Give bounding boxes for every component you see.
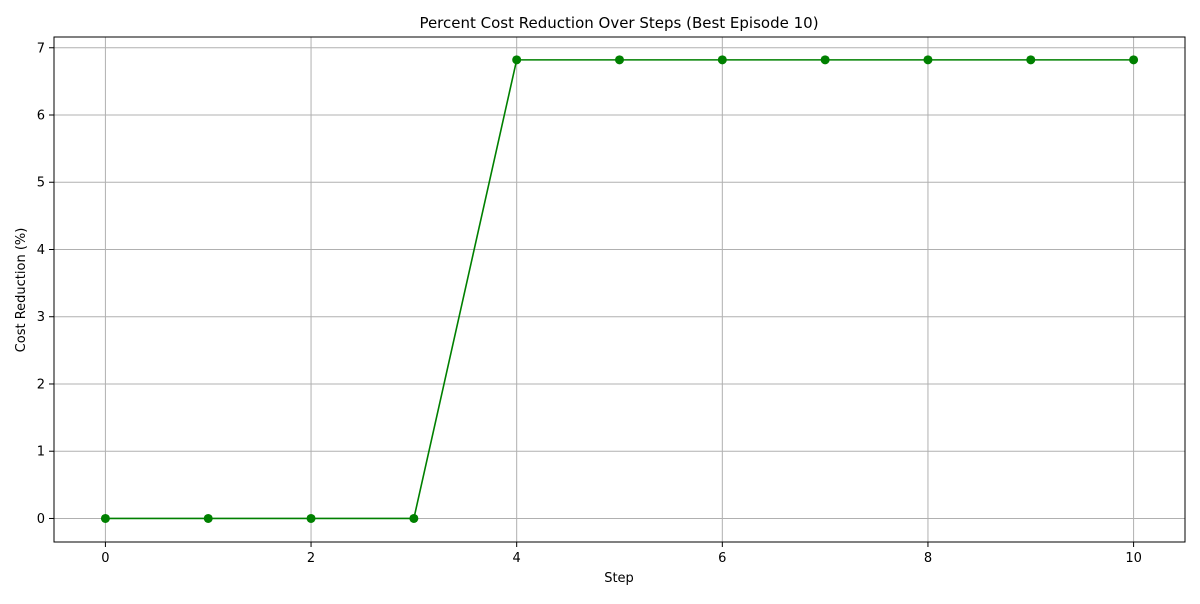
data-point — [512, 55, 522, 65]
data-point — [409, 513, 419, 523]
data-point — [615, 55, 624, 65]
y-tick-label: 3 — [37, 310, 45, 325]
series-layer — [100, 55, 1139, 523]
ticks: 0 2 4 6 8 10 0 1 2 3 4 5 6 7 — [37, 41, 1142, 566]
data-point — [1129, 55, 1139, 65]
series-line — [105, 59, 1134, 520]
data-point — [100, 513, 110, 523]
data-point — [717, 55, 727, 65]
data-point — [923, 55, 933, 65]
x-axis-label: Step — [604, 571, 634, 586]
x-tick-label: 10 — [1125, 551, 1142, 566]
data-point — [1026, 55, 1036, 65]
y-tick-label: 5 — [37, 176, 45, 191]
x-tick-label: 8 — [924, 551, 932, 566]
y-axis-label: Cost Reduction (%) — [14, 228, 29, 353]
data-point — [203, 513, 213, 523]
data-point — [306, 513, 316, 523]
chart-title: Percent Cost Reduction Over Steps (Best … — [419, 14, 818, 32]
y-tick-label: 6 — [37, 109, 45, 124]
x-tick-label: 4 — [513, 551, 521, 566]
y-tick-label: 7 — [37, 41, 45, 56]
x-tick-label: 2 — [307, 551, 315, 566]
y-tick-label: 1 — [37, 445, 45, 460]
y-tick-label: 2 — [37, 377, 45, 392]
x-tick-label: 6 — [718, 551, 726, 566]
x-tick-label: 0 — [101, 551, 109, 566]
grid — [54, 37, 1185, 542]
plot-frame — [53, 36, 1186, 543]
y-tick-label: 4 — [37, 243, 45, 258]
y-tick-label: 0 — [37, 512, 45, 527]
data-point — [820, 55, 830, 65]
